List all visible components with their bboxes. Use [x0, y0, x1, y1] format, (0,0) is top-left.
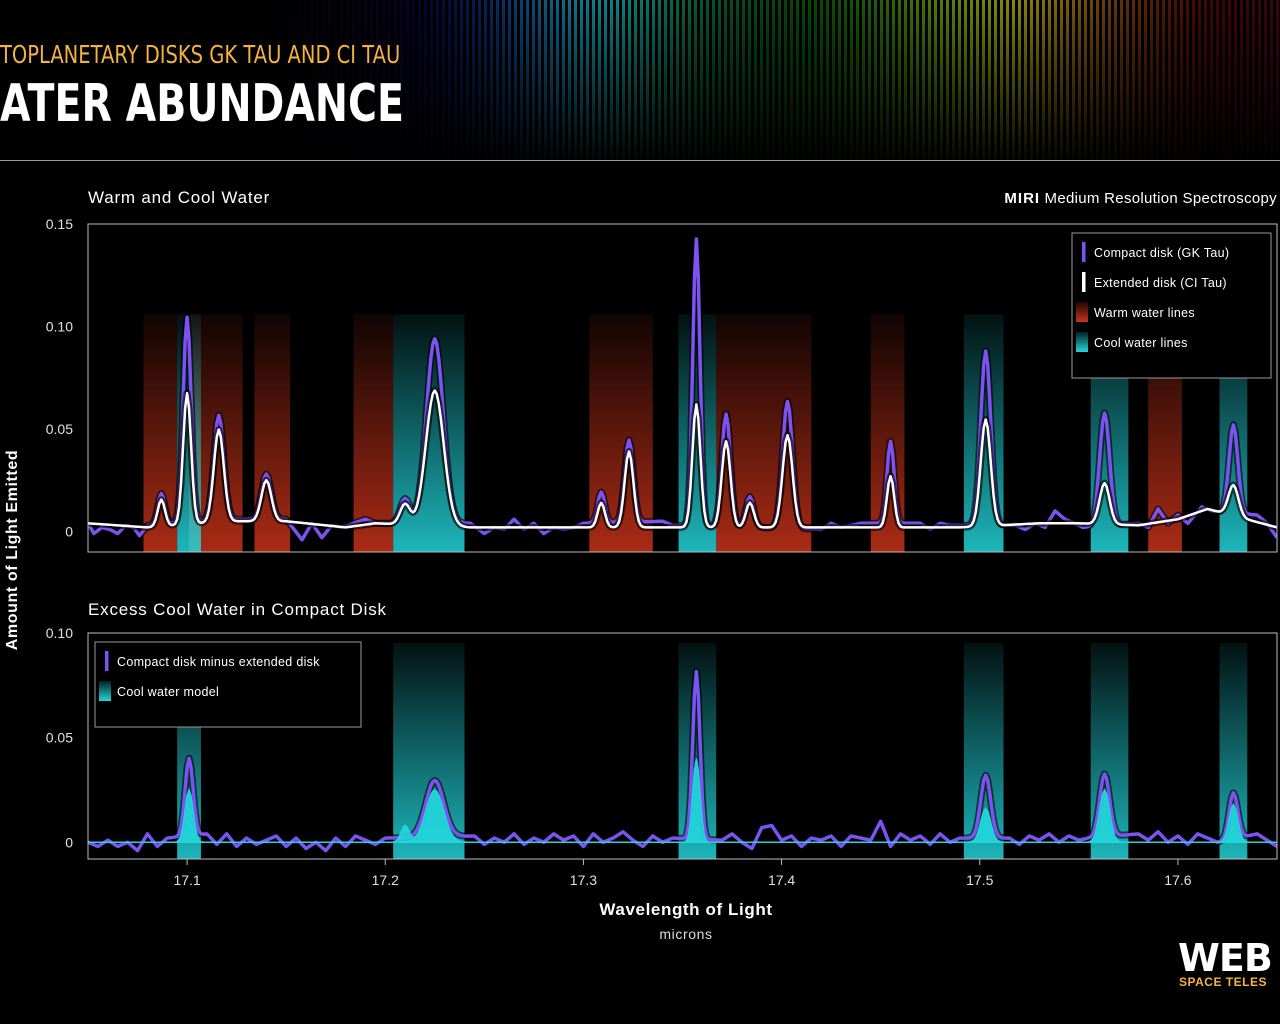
legend-label: Compact disk minus extended disk — [117, 655, 320, 669]
header-divider — [0, 160, 1280, 161]
legend-label: Extended disk (CI Tau) — [1094, 276, 1227, 290]
legend-band-swatch — [1076, 302, 1088, 322]
x-axis-unit: microns — [659, 926, 713, 942]
top-legend: Compact disk (GK Tau) Extended disk (CI T… — [1071, 232, 1272, 379]
top-plot-area — [88, 235, 1277, 552]
bottom-panel-title: Excess Cool Water in Compact Disk — [88, 600, 387, 619]
x-tick-label: 17.4 — [768, 872, 795, 888]
spectrum-banner — [0, 0, 1280, 160]
legend-line-swatch — [1082, 272, 1086, 292]
extended-disk-line — [88, 389, 1277, 529]
instrument-label: MIRI Medium Resolution Spectroscopy — [1004, 190, 1277, 207]
legend-box — [94, 641, 362, 728]
x-axis-label: Wavelength of Light — [599, 900, 773, 919]
x-tick-label: 17.3 — [570, 872, 597, 888]
x-tick-label: 17.1 — [173, 872, 200, 888]
warm-water-band — [353, 314, 394, 552]
y-tick-label: 0.10 — [46, 319, 73, 335]
y-tick-label: 0.10 — [46, 625, 73, 641]
y-tick-label: 0 — [65, 524, 73, 540]
legend-label: Cool water model — [117, 685, 219, 699]
y-tick-label: 0 — [65, 834, 73, 850]
cool-water-model-area — [88, 758, 1277, 844]
bottom-plot-area — [88, 643, 1277, 859]
compact-disk-line — [88, 669, 1277, 853]
legend-label: Warm water lines — [1094, 306, 1195, 320]
top-panel-title: Warm and Cool Water — [88, 188, 271, 207]
y-tick-label: 0.05 — [46, 421, 73, 437]
legend-band-swatch — [99, 681, 111, 701]
header-banner: TOPLANETARY DISKS GK TAU AND CI TAU ATER… — [0, 0, 1280, 160]
y-tick-label: 0.15 — [46, 216, 73, 232]
instrument-name: MIRI — [1004, 190, 1041, 207]
top-plot-frame — [87, 223, 1278, 553]
webb-logo-subtitle: SPACE TELES — [1179, 975, 1267, 989]
x-tick-label: 17.5 — [966, 872, 993, 888]
instrument-mode: Medium Resolution Spectroscopy — [1044, 190, 1277, 207]
warm-water-band — [143, 314, 178, 552]
bottom-plot-frame — [87, 632, 1278, 860]
bottom-panel: 0 0.05 0.10 17.1 17.2 17.3 17.4 17.5 17.6 Compact… — [46, 625, 1278, 888]
y-axis-label: Amount of Light Emitted — [4, 449, 21, 651]
top-panel: 0 0.05 0.10 0.15 Compact disk (GK Tau) Extend… — [46, 216, 1278, 553]
x-tick-label: 17.6 — [1164, 872, 1191, 888]
legend-line-swatch — [1082, 242, 1086, 262]
legend-label: Compact disk (GK Tau) — [1094, 246, 1229, 260]
legend-label: Cool water lines — [1094, 336, 1188, 350]
legend-band-swatch — [1076, 332, 1088, 352]
page-kicker: TOPLANETARY DISKS GK TAU AND CI TAU — [0, 40, 401, 69]
legend-box — [1071, 232, 1272, 379]
bottom-legend: Compact disk minus extended disk Cool wat… — [94, 641, 362, 728]
page-title: ATER ABUNDANCE — [0, 74, 404, 134]
x-tick-label: 17.2 — [372, 872, 399, 888]
y-tick-label: 0.05 — [46, 730, 73, 746]
webb-logo: WEB — [1178, 936, 1273, 980]
legend-line-swatch — [105, 651, 109, 671]
